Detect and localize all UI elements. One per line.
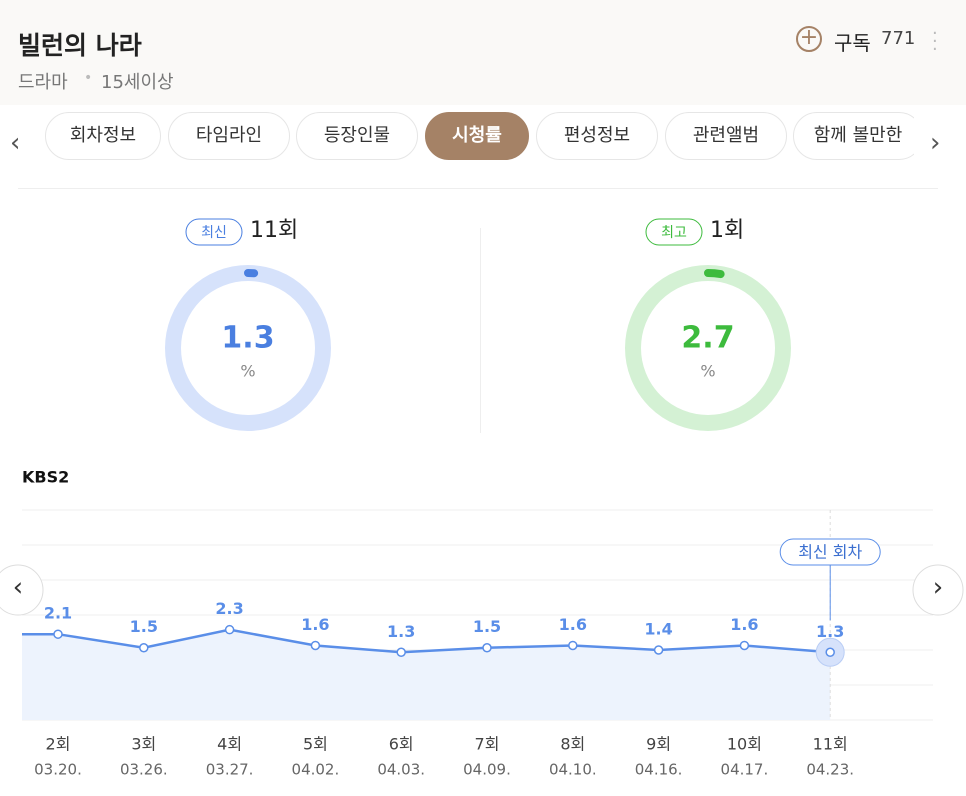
x-date-label: 03.20. xyxy=(34,761,82,779)
annotation: 최신 회차 xyxy=(798,543,862,562)
point xyxy=(825,647,835,658)
tab[interactable]: 관련앨범 xyxy=(665,112,787,160)
tab[interactable]: 등장인물 xyxy=(296,112,418,160)
badge-label: 최고 xyxy=(661,225,687,241)
data-label: 1.4 xyxy=(644,620,672,639)
title: 빌런의 나라 xyxy=(18,31,142,60)
subscribe-label[interactable]: 구독 xyxy=(834,31,871,55)
genre: 드라마 xyxy=(18,72,68,93)
episode: 11회 xyxy=(250,218,298,243)
chart-next[interactable]: › xyxy=(912,564,964,616)
point xyxy=(739,640,750,651)
tab[interactable]: 함께 볼만한 xyxy=(793,112,914,160)
data-label: 1.6 xyxy=(301,615,329,634)
gauge-unit: % xyxy=(240,362,255,381)
data-label: 2.1 xyxy=(44,604,72,623)
header-bg xyxy=(0,0,966,105)
chart-next-circle xyxy=(912,564,964,616)
episode: 1회 xyxy=(710,218,744,243)
chart-title: KBS2 xyxy=(22,468,69,487)
data-label: 1.3 xyxy=(387,622,415,641)
tabs-next[interactable]: › xyxy=(930,128,941,158)
badge xyxy=(645,218,703,246)
point xyxy=(139,642,149,653)
point xyxy=(653,645,664,655)
point xyxy=(482,642,492,653)
age-rating: 15세이상 xyxy=(101,72,174,93)
x-date-label: 03.27. xyxy=(206,761,254,779)
subscribe-icon[interactable]: + xyxy=(796,26,822,52)
area xyxy=(22,629,831,720)
tab-bar: 회차정보 타임라인 등장인물 시청률 편성정보 관련앨범 함께 볼만한 xyxy=(40,110,914,166)
x-tick-label: 6회 xyxy=(389,735,414,754)
point xyxy=(224,624,235,635)
x-tick-label: 10회 xyxy=(727,735,762,754)
annotation-box xyxy=(779,538,881,566)
tabs-prev[interactable]: ‹ xyxy=(10,128,21,158)
x-tick-label: 7회 xyxy=(475,735,500,754)
point xyxy=(396,647,406,658)
x-date-label: 04.03. xyxy=(377,761,425,779)
gauge-unit: % xyxy=(700,362,715,381)
x-date-label: 04.17. xyxy=(721,761,769,779)
data-label: 2.3 xyxy=(215,599,243,618)
chart-prev-circle xyxy=(0,564,44,616)
x-tick-label: 4회 xyxy=(217,735,242,754)
tab[interactable]: 타임라인 xyxy=(168,112,290,160)
badge xyxy=(185,218,243,246)
data-label: 1.6 xyxy=(730,615,758,634)
data-label: 1.5 xyxy=(473,617,501,636)
x-tick-label: 2회 xyxy=(46,735,71,754)
gauge-value: 2.7 xyxy=(681,321,734,356)
chart-prev-icon: ‹ xyxy=(13,573,23,603)
tab[interactable]: 시청률 xyxy=(425,112,529,160)
more-menu[interactable]: · · · xyxy=(932,23,938,60)
point xyxy=(53,629,63,639)
tab[interactable]: 편성정보 xyxy=(536,112,658,160)
x-date-label: 04.23. xyxy=(806,761,854,779)
point xyxy=(568,640,578,651)
gauge-arc xyxy=(629,269,787,427)
subscriber-count: 771 xyxy=(881,28,916,49)
point xyxy=(310,640,321,651)
x-tick-label: 5회 xyxy=(303,735,328,754)
x-tick-label: 9회 xyxy=(646,735,671,754)
x-date-label: 04.09. xyxy=(463,761,511,779)
x-date-label: 04.10. xyxy=(549,761,597,779)
gauge-arc xyxy=(169,269,327,427)
chart-next-icon: › xyxy=(933,573,943,603)
data-label: 1.3 xyxy=(816,622,844,641)
x-date-label: 03.26. xyxy=(120,761,168,779)
data-label: 1.6 xyxy=(559,615,587,634)
x-date-label: 04.16. xyxy=(635,761,683,779)
tab[interactable]: 회차정보 xyxy=(45,112,161,160)
x-tick-label: 11회 xyxy=(813,735,848,754)
divider xyxy=(480,228,481,433)
chart-prev[interactable]: ‹ xyxy=(0,564,44,616)
divider xyxy=(18,188,938,189)
x-date-label: 04.02. xyxy=(292,761,340,779)
separator: • xyxy=(84,70,93,86)
x-tick-label: 3회 xyxy=(131,735,156,754)
badge-label: 최신 xyxy=(201,225,227,241)
data-label: 1.5 xyxy=(130,617,158,636)
gauge-value: 1.3 xyxy=(221,321,274,356)
x-tick-label: 8회 xyxy=(560,735,585,754)
